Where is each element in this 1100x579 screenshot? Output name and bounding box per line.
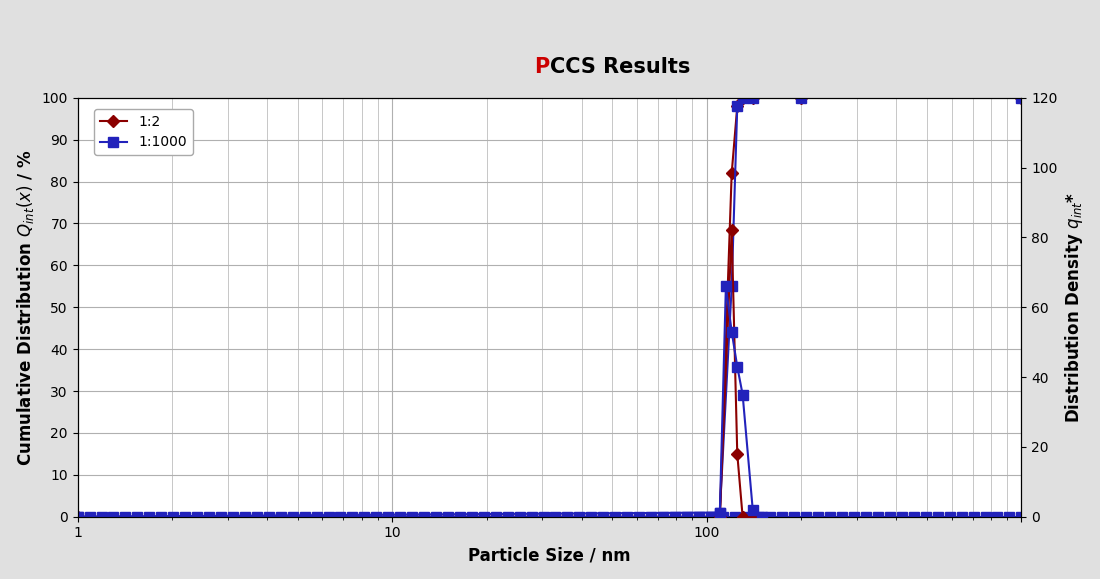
Line: 1:2: 1:2 [74, 94, 1025, 521]
Text: CCS Results: CCS Results [550, 57, 690, 77]
1:2 [746, 94, 759, 101]
1:2 [795, 94, 808, 101]
1:1000 [736, 94, 749, 101]
1:1000 [713, 509, 726, 516]
1:1000 [1014, 94, 1027, 101]
1:2 [730, 102, 744, 109]
1:1000 [72, 513, 85, 520]
1:1000 [795, 94, 808, 101]
1:2 [72, 513, 85, 520]
1:2 [725, 170, 738, 177]
X-axis label: Particle Size / nm: Particle Size / nm [469, 546, 630, 564]
1:2 [736, 94, 749, 101]
1:1000 [725, 283, 738, 290]
Y-axis label: Distribution Density $q_{int}$*: Distribution Density $q_{int}$* [1063, 192, 1085, 423]
1:1000 [746, 94, 759, 101]
Legend: 1:2, 1:1000: 1:2, 1:1000 [94, 109, 192, 155]
1:1000 [730, 102, 744, 109]
1:2 [713, 513, 726, 520]
Y-axis label: Cumulative Distribution $Q_{int}(x)$ / %: Cumulative Distribution $Q_{int}(x)$ / % [15, 149, 36, 466]
Text: P: P [535, 57, 550, 77]
1:2 [1014, 94, 1027, 101]
Line: 1:1000: 1:1000 [73, 93, 1026, 522]
